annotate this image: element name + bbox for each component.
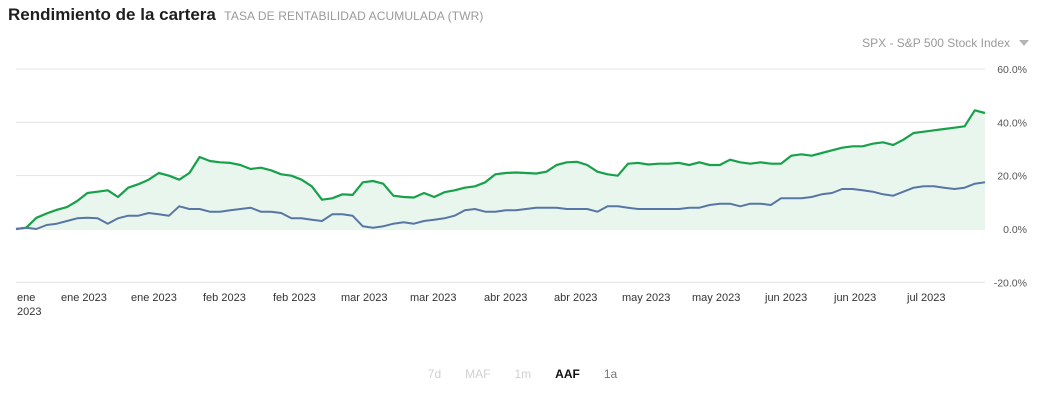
chevron-down-icon	[1019, 40, 1029, 46]
x-tick-label: feb 2023	[203, 292, 246, 304]
x-axis-labels: ene 2023 ene 2023 ene 2023 feb 2023 feb 2023 m…	[17, 292, 946, 318]
x-tick-label: jul 2023	[906, 292, 946, 304]
y-tick-label: 60.0%	[997, 64, 1027, 76]
range-button-7d[interactable]: 7d	[427, 367, 442, 381]
x-tick-label: abr 2023	[554, 292, 597, 304]
range-button-1a[interactable]: 1a	[603, 367, 618, 381]
time-range-selector: 7d MAF 1m AAF 1a	[0, 367, 1045, 381]
range-button-1m[interactable]: 1m	[514, 367, 532, 381]
range-button-maf[interactable]: MAF	[465, 367, 491, 381]
chart-subtitle: TASA DE RENTABILIDAD ACUMULADA (TWR)	[224, 9, 484, 23]
x-tick-label: jun 2023	[764, 292, 807, 304]
portfolio-area	[16, 110, 985, 229]
x-tick-label: may 2023	[692, 292, 740, 304]
x-tick-label: feb 2023	[273, 292, 316, 304]
x-tick-label: ene 2023	[131, 292, 177, 304]
chart-header: Rendimiento de la cartera TASA DE RENTAB…	[8, 5, 484, 25]
x-tick-label: mar 2023	[341, 292, 387, 304]
y-tick-label: -20.0%	[994, 277, 1027, 289]
benchmark-series-line	[15, 181, 986, 230]
benchmark-dropdown[interactable]: SPX - S&P 500 Stock Index	[862, 36, 1029, 50]
x-tick-label: ene 2023	[61, 292, 107, 304]
range-button-aaf[interactable]: AAF	[555, 367, 580, 381]
x-tick-label: mar 2023	[410, 292, 456, 304]
x-tick-label: may 2023	[622, 292, 670, 304]
y-axis-labels: 60.0% 40.0% 20.0% 0.0% -20.0%	[994, 64, 1027, 289]
y-tick-label: 40.0%	[997, 117, 1027, 129]
y-tick-label: 0.0%	[1003, 224, 1027, 236]
chart-title: Rendimiento de la cartera	[8, 5, 216, 24]
portfolio-series-line	[15, 109, 986, 231]
x-tick-label: abr 2023	[484, 292, 527, 304]
y-tick-label: 20.0%	[997, 171, 1027, 183]
x-tick-label: jun 2023	[833, 292, 876, 304]
x-tick-label: ene 2023	[17, 292, 41, 318]
performance-chart: 60.0% 40.0% 20.0% 0.0% -20.0% ene 2023 ene 202…	[15, 64, 1027, 318]
benchmark-label: SPX - S&P 500 Stock Index	[862, 36, 1010, 50]
